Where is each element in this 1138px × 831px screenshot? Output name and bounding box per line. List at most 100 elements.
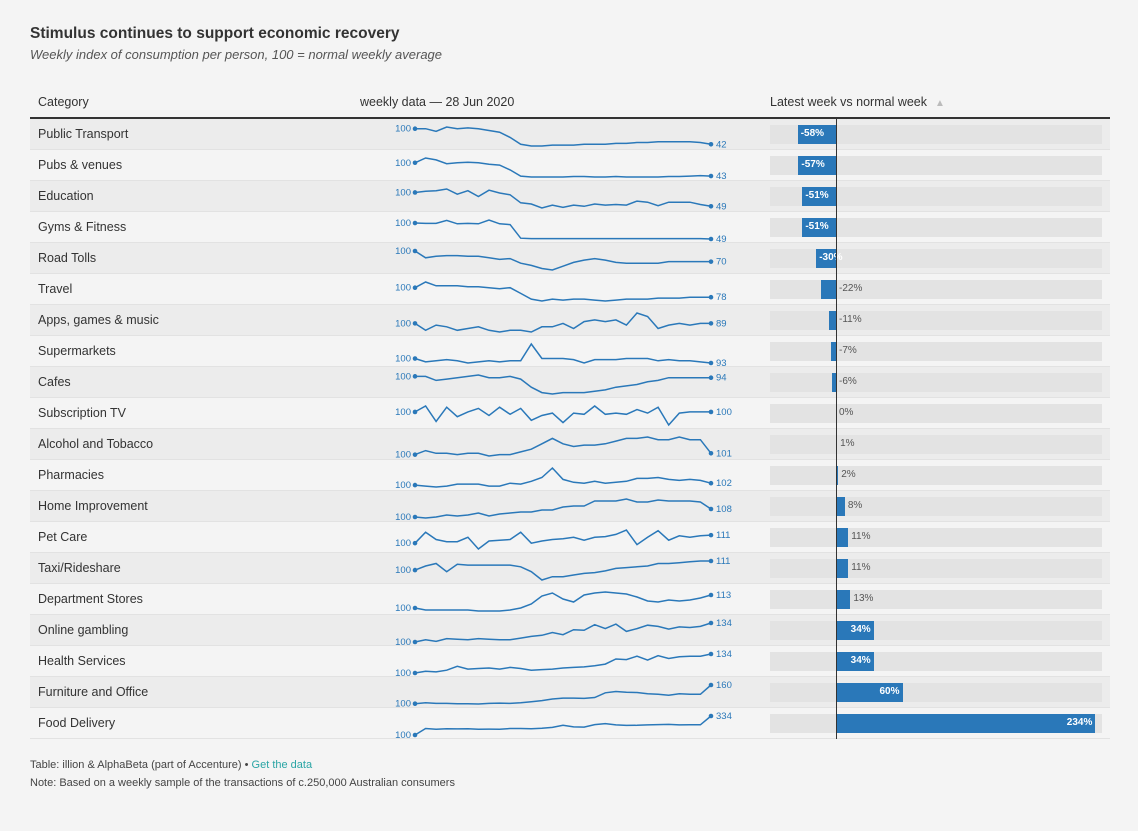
get-data-link[interactable]: Get the data [251,759,313,771]
sparkline-start-point [412,190,418,195]
sparkline-end-point [708,375,714,381]
sparkline-start-label: 100 [395,730,411,739]
sparkline-path [414,560,711,581]
sparkline-path [414,498,712,519]
table-row: Alcohol and Tobacco 100 101 1% [30,429,1110,460]
table-row: Road Tolls 100 70 -30% [30,243,1110,274]
bar-track: 8% [770,497,1102,516]
bar-track: -6% [770,373,1102,392]
bar-track: -58% [770,125,1102,144]
sparkline-start-point [412,567,418,573]
table-row: Pubs & venues 100 43 -57% [30,150,1110,181]
bar-track: 2% [770,466,1102,485]
bar-value-label: 11% [851,531,871,542]
table-row: Subscription TV 100 100 0% [30,398,1110,429]
sparkline-path [414,684,712,705]
bar-value-label: -57% [801,159,825,170]
sparkline-path [414,622,712,643]
sparkline-end-point [708,321,714,326]
category-label: Education [38,189,94,203]
chart-subtitle: Weekly index of consumption per person, … [30,47,443,62]
sparkline-start-label: 100 [395,668,411,677]
sparkline: 100 43 [395,157,727,181]
table-row: Education 100 49 -51% [30,181,1110,212]
sparkline-end-point [708,506,714,512]
bar [836,683,903,702]
sparkline: 100 49 [395,187,726,212]
sparkline-path [414,653,712,674]
sparkline: 100 111 [395,529,730,551]
bar [836,497,845,516]
bar [836,652,874,671]
sparkline-path [414,715,712,736]
bar-value-label: -51% [805,221,829,232]
sparkline: 100 160 [395,680,732,708]
column-header-sparkline: weekly data — 28 Jun 2020 [360,95,515,109]
sparkline-path [414,466,712,488]
sparkline-start-point [412,514,418,520]
bar-track: 11% [770,559,1102,578]
sparkline-start-point [412,732,418,738]
sparkline-end-point [708,141,714,147]
source-text: Table: illion & AlphaBeta (part of Accen… [30,759,249,771]
sparkline-start-point [412,374,418,379]
column-header-change[interactable]: Latest week vs normal week ▲ [770,95,945,109]
bar-value-label: 34% [850,655,871,666]
sparkline: 100 49 [395,218,727,243]
column-header-category[interactable]: Category [38,95,89,109]
sparkline-end-label: 49 [716,234,727,243]
sparkline: 100 94 [395,371,727,395]
sparkline-end-label: 89 [716,318,727,329]
bar [836,590,851,609]
sparkline-end-label: 111 [716,556,730,567]
bar [836,621,874,640]
sparkline-start-point [412,452,418,457]
sparkline: 100 100 [395,405,732,427]
sparkline-start-label: 100 [395,187,411,198]
bar-value-label: 13% [853,593,874,604]
sparkline-start-point [412,605,418,611]
sparkline-end-label: 134 [716,649,732,660]
category-label: Supermarkets [38,344,116,358]
sparkline-start-label: 100 [395,450,411,460]
table-row: Online gambling 100 134 34% [30,615,1110,646]
bar-track: -30% [770,249,1102,268]
category-label: Pharmacies [38,468,104,482]
table-row: Pharmacies 100 102 2% [30,460,1110,491]
category-label: Furniture and Office [38,685,149,699]
sparkline: 100 108 [395,498,732,522]
bar-value-label: -22% [839,283,863,294]
bar-track: -11% [770,311,1102,330]
sparkline-end-label: 113 [716,590,731,601]
sparkline-path [414,281,711,302]
sparkline-end-label: 70 [716,257,727,268]
sparkline-path [414,529,712,551]
sparkline-end-point [708,259,714,264]
sort-ascending-icon[interactable]: ▲ [935,98,945,109]
table-row: Furniture and Office 100 160 60% [30,677,1110,708]
category-label: Subscription TV [38,406,127,420]
sparkline-path [414,219,712,240]
bar [816,249,836,268]
sparkline-end-point [708,450,714,456]
sparkline-end-point [708,409,714,415]
sparkline-start-label: 100 [395,318,411,329]
bar [832,373,836,392]
sparkline-start-label: 100 [395,283,411,294]
category-label: Travel [38,282,73,296]
bar-value-label: 234% [1066,717,1093,728]
table-row: Public Transport 100 42 -58% [30,119,1110,150]
column-header-change-label: Latest week vs normal week [770,95,928,109]
sparkline-end-point [708,620,714,626]
sparkline-start-label: 100 [395,603,411,614]
sparkline-start-label: 100 [395,480,411,491]
sparkline: 100 113 [395,590,731,614]
bar-track: -57% [770,156,1102,175]
sparkline-end-point [708,532,714,538]
category-label: Gyms & Fitness [38,220,127,234]
sparkline-start-point [412,482,418,488]
sparkline-end-label: 94 [716,373,727,384]
sparkline-end-label: 93 [716,358,727,367]
sparkline-path [414,157,712,178]
bar-value-label: -11% [839,314,862,325]
